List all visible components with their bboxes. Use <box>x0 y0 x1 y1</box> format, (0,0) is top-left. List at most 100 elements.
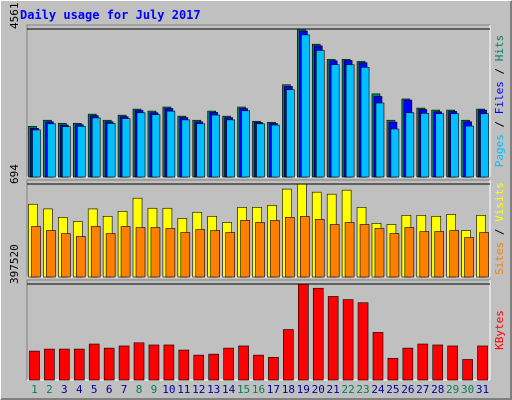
bar <box>31 226 41 278</box>
x-tick-label: 24 <box>371 383 385 396</box>
x-tick-label: 13 <box>207 383 220 396</box>
bar <box>103 347 115 381</box>
bar <box>118 345 130 381</box>
bar <box>301 34 310 178</box>
legend-entry: Pages <box>493 134 506 167</box>
bar <box>389 233 400 278</box>
bar <box>151 114 161 178</box>
bar <box>133 342 145 381</box>
bar <box>29 350 40 381</box>
x-tick-label: 19 <box>297 383 310 396</box>
series-label: KBytes <box>493 310 506 350</box>
bar <box>255 222 265 278</box>
bar <box>211 114 220 178</box>
bar <box>270 220 280 278</box>
x-tick-label: 20 <box>312 383 325 396</box>
y-tick-label: 694 <box>8 164 21 184</box>
bar <box>105 233 116 278</box>
bar <box>90 226 101 278</box>
x-tick-label: 15 <box>237 383 250 396</box>
bar <box>342 299 354 381</box>
x-tick-label: 9 <box>151 383 158 396</box>
series-label: Pages / Files / Hits <box>493 35 506 168</box>
bar <box>136 112 146 178</box>
bar <box>178 349 190 381</box>
bar <box>405 112 415 178</box>
bar <box>271 124 280 178</box>
bar <box>88 343 100 381</box>
x-tick-label: 27 <box>416 383 429 396</box>
bar <box>121 118 131 178</box>
y-tick-label: 4561 <box>8 3 21 30</box>
x-tick-label: 17 <box>267 383 280 396</box>
bar <box>312 287 324 381</box>
bar <box>62 126 71 178</box>
bar <box>59 348 70 381</box>
bar <box>375 102 385 178</box>
bar <box>91 117 101 178</box>
x-tick-label: 30 <box>461 383 474 396</box>
bar <box>447 345 458 381</box>
x-tick-label: 26 <box>401 383 414 396</box>
bar <box>286 89 295 178</box>
bar <box>223 347 234 381</box>
bar <box>195 229 206 278</box>
x-tick-label: 6 <box>106 383 113 396</box>
x-tick-label: 23 <box>356 383 369 396</box>
bar <box>345 64 355 178</box>
bar <box>208 353 219 381</box>
bar <box>374 228 385 278</box>
x-tick-label: 16 <box>252 383 265 396</box>
bar <box>181 119 191 178</box>
x-tick-label: 12 <box>192 383 205 396</box>
bar <box>165 228 176 278</box>
bar <box>46 230 56 278</box>
bar <box>344 222 355 278</box>
legend-entry: Files <box>493 81 506 114</box>
bar <box>435 113 445 178</box>
bar <box>372 332 384 381</box>
bar <box>106 123 116 178</box>
bar <box>465 125 474 178</box>
bar <box>434 231 445 278</box>
bar <box>76 126 86 178</box>
bar <box>73 348 85 381</box>
bar <box>283 329 294 381</box>
bar <box>462 359 473 381</box>
bar <box>238 345 249 381</box>
bar <box>148 344 160 381</box>
bar <box>180 232 191 278</box>
bar <box>402 347 414 381</box>
bar <box>241 110 250 178</box>
x-tick-label: 5 <box>91 383 98 396</box>
bar <box>360 67 370 178</box>
x-tick-label: 1 <box>31 383 38 396</box>
bar <box>449 230 459 278</box>
x-tick-label: 4 <box>76 383 83 396</box>
bar <box>253 354 264 381</box>
legend-separator: / <box>493 222 506 242</box>
x-tick-label: 31 <box>476 383 489 396</box>
legend-separator: / <box>493 61 506 81</box>
x-tick-label: 10 <box>162 383 175 396</box>
bar <box>193 354 205 381</box>
x-tick-label: 29 <box>446 383 459 396</box>
x-tick-label: 18 <box>282 383 295 396</box>
bar <box>298 283 309 381</box>
x-tick-label: 8 <box>136 383 143 396</box>
bar <box>44 348 55 381</box>
bar <box>359 224 370 278</box>
bar <box>419 231 430 278</box>
bar <box>480 113 489 178</box>
bar <box>479 232 489 278</box>
bar <box>390 128 400 178</box>
bar <box>327 296 339 381</box>
bar <box>420 113 430 178</box>
bar <box>75 236 86 278</box>
legend-separator: / <box>493 114 506 134</box>
bar <box>268 356 279 381</box>
x-tick-label: 3 <box>61 383 68 396</box>
bar <box>226 119 235 178</box>
bar <box>135 227 146 278</box>
